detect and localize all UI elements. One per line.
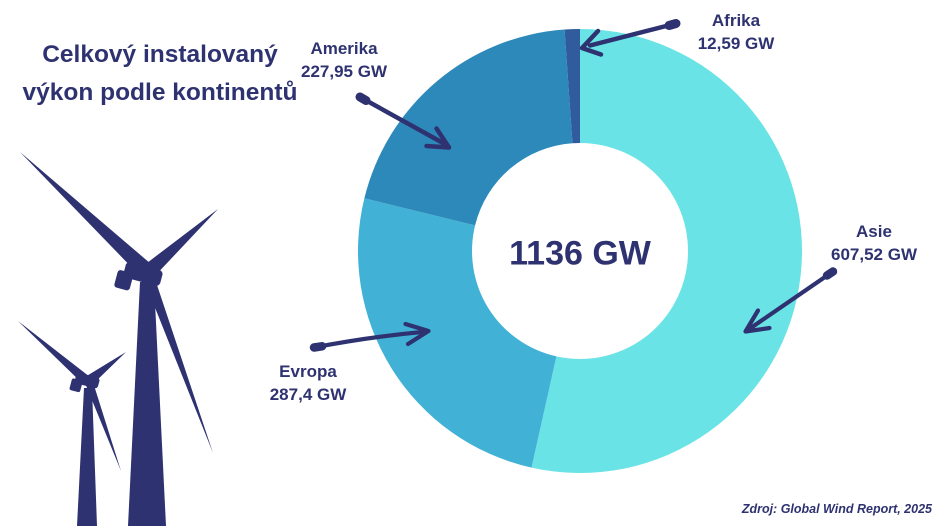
label-evropa-value: 287,4 GW xyxy=(269,385,347,404)
label-asie-name: Asie xyxy=(856,222,892,241)
donut-segments xyxy=(358,29,802,473)
label-afrika-name: Afrika xyxy=(711,11,761,30)
segment-evropa xyxy=(358,198,557,468)
wind-turbine-icon xyxy=(18,152,218,526)
arrow-to-amerika-icon xyxy=(355,92,452,150)
label-afrika: Afrika 12,59 GW xyxy=(698,9,775,55)
page-title: Celkový instalovaný výkon podle kontinen… xyxy=(22,41,298,106)
label-asie-value: 607,52 GW xyxy=(831,245,917,264)
label-afrika-value: 12,59 GW xyxy=(697,34,775,53)
annotation-arrows xyxy=(309,19,838,352)
label-evropa: Evropa 287,4 GW xyxy=(270,360,347,406)
label-asie: Asie 607,52 GW xyxy=(831,220,917,266)
arrow-to-evropa-icon xyxy=(309,321,431,352)
donut-center-total: 1136 GW xyxy=(509,234,651,273)
label-amerika: Amerika 227,95 GW xyxy=(301,37,387,83)
segment-afrika xyxy=(564,29,580,144)
segment-amerika xyxy=(364,29,573,226)
label-amerika-name: Amerika xyxy=(310,39,378,58)
arrow-to-afrika-icon xyxy=(579,19,681,57)
arrow-to-asie-icon xyxy=(743,267,838,334)
label-evropa-name: Evropa xyxy=(279,362,337,381)
segment-asie xyxy=(531,29,802,473)
source-credit: Zdroj: Global Wind Report, 2025 xyxy=(741,502,932,516)
label-amerika-value: 227,95 GW xyxy=(301,62,387,81)
